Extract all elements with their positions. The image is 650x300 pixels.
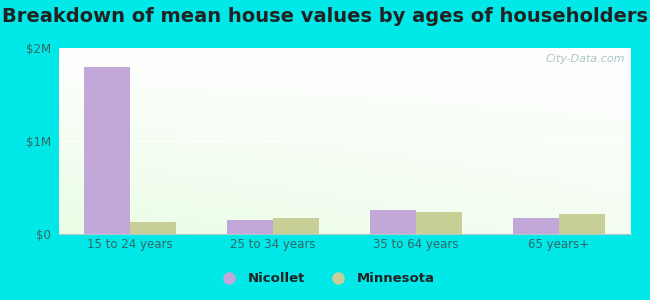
Legend: Nicollet, Minnesota: Nicollet, Minnesota: [211, 267, 439, 290]
Text: Breakdown of mean house values by ages of householders: Breakdown of mean house values by ages o…: [2, 8, 648, 26]
Bar: [130, 222, 176, 234]
Bar: [370, 210, 416, 234]
Text: City-Data.com: City-Data.com: [545, 54, 625, 64]
Bar: [84, 67, 130, 234]
Bar: [416, 212, 462, 234]
Bar: [273, 218, 318, 234]
Bar: [227, 220, 273, 234]
Bar: [514, 218, 559, 234]
Bar: [559, 214, 604, 234]
